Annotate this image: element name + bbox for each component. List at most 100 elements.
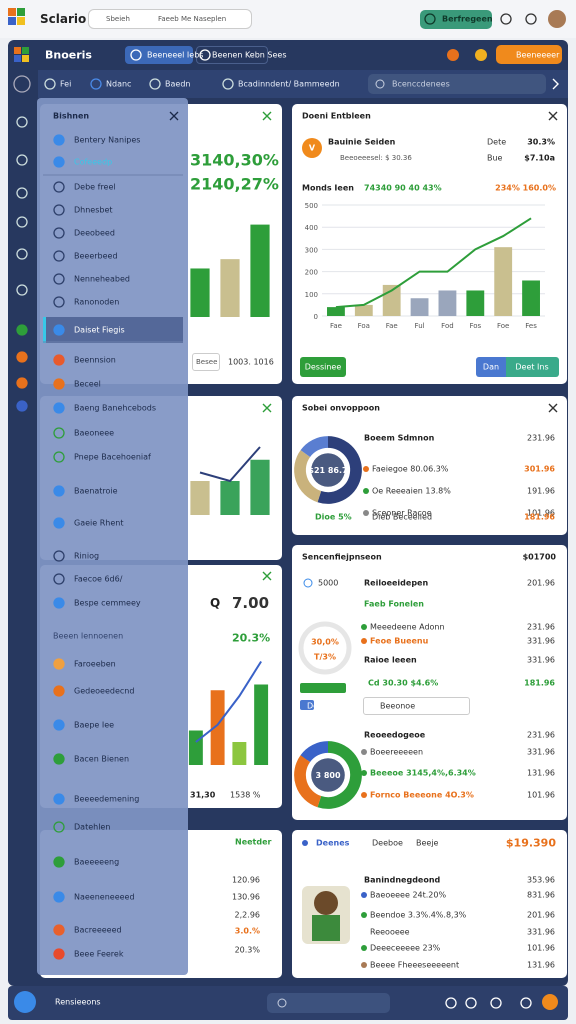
chevron (552, 78, 559, 90)
chip[interactable] (192, 353, 220, 371)
sidebar-selected[interactable] (43, 317, 183, 343)
card-text: $7.10a (524, 153, 555, 163)
icon (16, 248, 28, 260)
card-text: Deeeceeeee 23% (370, 943, 441, 953)
y-tick-label: 300 (305, 246, 318, 254)
line (199, 446, 261, 483)
header-tab[interactable] (125, 46, 193, 64)
top-button[interactable] (420, 10, 492, 29)
tab-strip[interactable] (88, 9, 252, 29)
icon (13, 75, 31, 93)
close-icon (548, 403, 558, 413)
card-text: Dieb Beceelled (372, 512, 433, 522)
card-text: 20.3% (232, 631, 271, 645)
search-box[interactable] (368, 74, 546, 94)
sidebar-item: Baenatroie (74, 486, 118, 496)
logo (8, 17, 16, 25)
icon (44, 78, 56, 90)
toolbar-item: Bcadinndent/ Bammeedn (238, 79, 340, 89)
bar (494, 247, 513, 316)
footer-icon (14, 991, 36, 1013)
card-text: 30,0% (311, 637, 339, 647)
card-text: 1538 % (230, 790, 261, 800)
card-text: 131.96 (527, 768, 555, 778)
icon (199, 49, 211, 61)
sidebar-item: Riniog (74, 551, 100, 561)
sidebar-item: Debe freel (74, 182, 116, 192)
card-text: 331.96 (527, 747, 555, 757)
button[interactable] (506, 357, 559, 377)
card-text: Dee (307, 701, 324, 711)
close-icon (262, 571, 272, 581)
card-text: Beeonoe (380, 701, 416, 711)
sidebar-item: Bacreeeeed (74, 925, 122, 935)
bar (522, 280, 540, 316)
toolbar-item: Fei (60, 79, 72, 89)
card-text: Sobei onvoppoon (302, 403, 380, 413)
card-text: Banindnegdeond (364, 875, 441, 885)
card-text: 331.96 (527, 636, 555, 646)
card-text: 5000 (318, 578, 339, 588)
sidebar-item: Nenneheabed (74, 274, 130, 284)
bullet (361, 638, 367, 644)
card-text: 120.96 (232, 875, 260, 885)
search-text: Bcenccdenees (392, 79, 450, 89)
footer-search[interactable] (267, 993, 390, 1013)
sidebar-item: Cofeeedp (74, 157, 113, 167)
close-icon (262, 403, 272, 413)
line (335, 217, 532, 309)
header-tab[interactable] (196, 46, 268, 64)
search-box[interactable] (363, 697, 470, 715)
bullet (361, 770, 367, 776)
card-text: 3.0.% (234, 926, 260, 936)
card-text: Reeooeee (370, 927, 410, 937)
sidebar-item: Gaeie Rhent (74, 518, 124, 528)
bullet (363, 510, 369, 516)
y-tick-label: 200 (305, 269, 318, 277)
avatar (542, 994, 558, 1010)
button[interactable] (300, 357, 346, 377)
bar (220, 481, 240, 515)
tab: Sbeieh (106, 15, 130, 23)
card-text: 201.96 (527, 578, 555, 588)
x-tick-label: Fod (441, 322, 454, 330)
x-tick-label: Fae (330, 322, 342, 330)
sidebar-item: Daiset Fiegis (74, 325, 125, 335)
y-tick-label: 100 (305, 291, 318, 299)
donut-hole (311, 453, 345, 487)
card-text: Beendoe 3.3%.4%.8,3% (370, 910, 467, 920)
header-title: Bnoeris (45, 48, 92, 62)
donut-center: 3 800 (315, 771, 340, 780)
card-text: 831.96 (527, 890, 555, 900)
card-text: $01700 (522, 552, 556, 562)
bullet (361, 749, 367, 755)
card-text: Boeereeeeen (370, 747, 424, 757)
donut-slice (294, 450, 322, 503)
bar (250, 459, 270, 515)
card-text: 2140,27% (190, 174, 279, 194)
card-text: Faeb Fonelen (364, 599, 424, 609)
button[interactable] (476, 357, 506, 377)
card-text: 31,30 (190, 790, 216, 800)
y-tick-label: 400 (305, 224, 318, 232)
icon (16, 351, 28, 363)
card-text: 234% 160.0% (495, 183, 556, 193)
button-text: Berfregeen (442, 14, 493, 24)
card-text: 101.96 (527, 508, 555, 518)
icon (130, 49, 142, 61)
bullet (361, 912, 367, 918)
card-text: Bue (487, 153, 503, 163)
sidebar-item: Beeerbeed (74, 251, 118, 261)
sidebar-item: Beeeedemening (74, 794, 140, 804)
card-text: 30.3% (527, 137, 555, 147)
x-tick-label: Fae (386, 322, 398, 330)
donut-center: $21 86.7 (308, 466, 347, 475)
line (195, 660, 262, 743)
sidebar-item: Baeeeeeng (74, 857, 120, 867)
bullet (361, 892, 367, 898)
donut-slice (300, 741, 329, 763)
header-button[interactable] (496, 45, 562, 64)
bar (466, 290, 485, 316)
search-icon (277, 998, 287, 1008)
